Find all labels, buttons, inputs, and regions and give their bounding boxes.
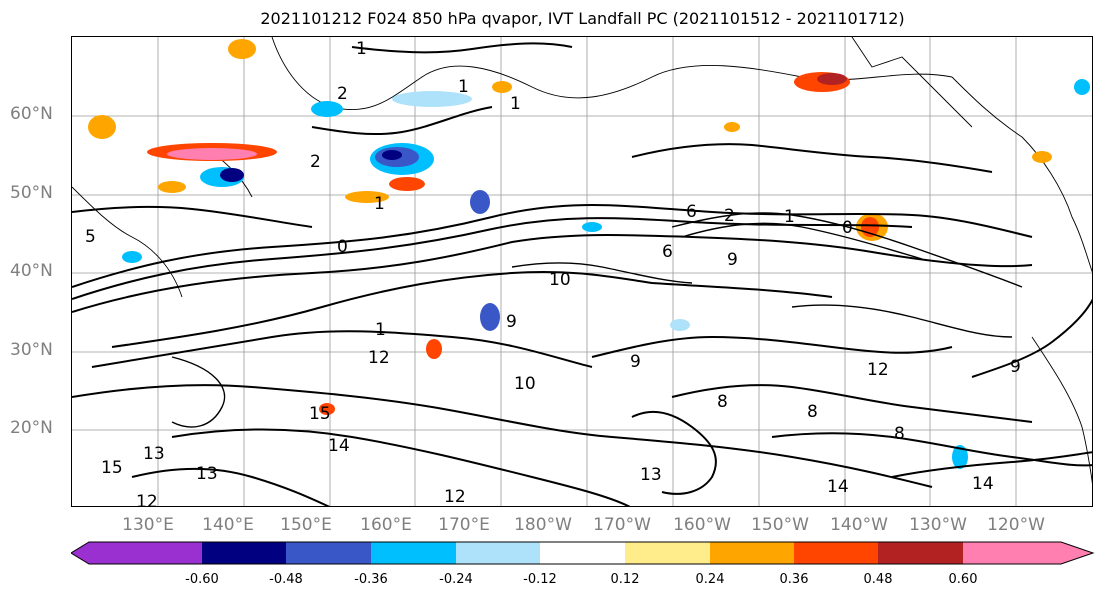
lon-label: 150°E	[280, 515, 332, 535]
contour-label: 6	[662, 242, 673, 262]
colorbar-segment	[456, 542, 540, 564]
vapor-contours	[171, 212, 1023, 428]
colorbar-tick: -0.12	[523, 572, 557, 587]
contour-label: 8	[807, 402, 818, 422]
lon-label: 160°E	[360, 515, 412, 535]
contour-label: 1	[510, 94, 521, 114]
colorbar-tick: -0.36	[354, 572, 388, 587]
colorbar-segment	[286, 542, 371, 564]
contour-label: 9	[630, 352, 641, 372]
lat-label-60n: 60°N	[10, 104, 53, 124]
contour-label: 0	[842, 218, 853, 238]
contour-label: 12	[136, 492, 158, 507]
contour-label: 13	[196, 464, 218, 484]
colorbar-segments	[71, 541, 1095, 565]
colorbar	[71, 541, 1095, 565]
contour-label: 2	[724, 206, 735, 226]
shaded-anomalies	[88, 39, 1090, 469]
contour-label: 13	[143, 444, 165, 464]
contour-label: 9	[727, 250, 738, 270]
lon-label: 160°W	[673, 515, 731, 535]
colorbar-tick: 0.60	[948, 572, 978, 587]
contour-label: 14	[328, 436, 350, 456]
contour-label: 13	[640, 465, 662, 485]
contour-labels: 1 1 2 2 1 5 6 0 1 2 0 10 9 6 9 12 10 15 …	[85, 39, 1021, 507]
colorbar-segment	[710, 542, 794, 564]
colorbar-tick: -0.48	[269, 572, 303, 587]
colorbar-segment	[878, 542, 963, 564]
colorbar-outline	[71, 541, 1095, 565]
contour-label: 1	[375, 320, 386, 340]
lat-label-30n: 30°N	[10, 340, 53, 360]
contour-label: 1	[356, 39, 367, 59]
contour-label: 2	[310, 152, 321, 172]
contour-label: 12	[368, 348, 390, 368]
map-title: 2021101212 F024 850 hPa qvapor, IVT Land…	[260, 9, 905, 28]
colorbar-tick: -0.24	[439, 572, 473, 587]
contour-label: 1	[374, 194, 385, 214]
contour-label: 12	[444, 487, 466, 507]
colorbar-tick: 0.36	[779, 572, 809, 587]
colorbar-tick: 0.48	[863, 572, 893, 587]
lon-label: 130°W	[909, 515, 967, 535]
lat-label-20n: 20°N	[10, 418, 53, 438]
graticule	[72, 37, 1092, 506]
lon-label: 150°W	[751, 515, 809, 535]
coastlines	[72, 37, 1092, 484]
lon-label: 140°E	[202, 515, 254, 535]
colorbar-segment	[625, 542, 710, 564]
colorbar-segment	[963, 542, 1093, 564]
lon-label: 140°W	[830, 515, 888, 535]
contour-label: 0	[337, 237, 348, 257]
contour-label: 10	[514, 374, 536, 394]
colorbar-segment	[371, 542, 456, 564]
colorbar-tick: 0.24	[695, 572, 725, 587]
colorbar-segment	[71, 542, 202, 564]
contour-label: 6	[686, 202, 697, 222]
contour-label: 1	[458, 77, 469, 97]
colorbar-segment	[794, 542, 878, 564]
lon-label: 120°W	[987, 515, 1045, 535]
colorbar-tick: 0.12	[610, 572, 640, 587]
contour-label: 9	[1010, 357, 1021, 377]
map-panel: 1 1 2 2 1 5 6 0 1 2 0 10 9 6 9 12 10 15 …	[71, 36, 1093, 507]
contour-label: 12	[867, 360, 889, 380]
lat-label-50n: 50°N	[10, 183, 53, 203]
contour-label: 1	[784, 207, 795, 227]
contour-label: 8	[717, 392, 728, 412]
lon-label: 180°W	[514, 515, 572, 535]
contour-label: 15	[309, 404, 331, 424]
colorbar-segment	[540, 542, 625, 564]
contour-label: 10	[549, 270, 571, 290]
contour-label: 14	[827, 477, 849, 497]
contour-label: 8	[894, 424, 905, 444]
lat-label-40n: 40°N	[10, 261, 53, 281]
contour-label: 14	[972, 474, 994, 494]
lon-label: 170°W	[593, 515, 651, 535]
colorbar-segment	[202, 542, 286, 564]
colorbar-tick: -0.60	[185, 572, 219, 587]
contour-label: 9	[506, 312, 517, 332]
lon-label: 170°E	[438, 515, 490, 535]
contour-label: 2	[337, 84, 348, 104]
contour-label: 5	[85, 227, 96, 247]
contour-label: 15	[101, 458, 123, 478]
lon-label: 130°E	[122, 515, 174, 535]
ivt-contours	[72, 42, 1092, 506]
map-canvas: 1 1 2 2 1 5 6 0 1 2 0 10 9 6 9 12 10 15 …	[72, 37, 1092, 507]
